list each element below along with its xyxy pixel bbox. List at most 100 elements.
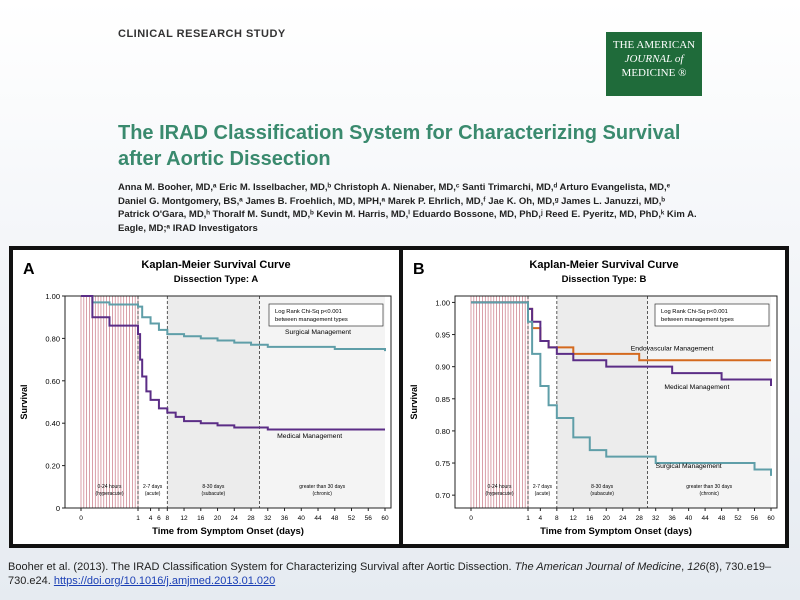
logo-line-1: THE AMERICAN: [612, 39, 696, 51]
y-tick-label: 0.95: [435, 331, 450, 340]
stats-annotation: between management types: [275, 317, 348, 323]
series-line-surgical-management: [81, 295, 386, 352]
phase-label: 2-7 days: [143, 484, 163, 490]
phase-label: greater than 30 days: [686, 484, 732, 490]
y-tick-label: 0.75: [435, 459, 450, 468]
x-tick-label: 4: [149, 515, 153, 522]
phase-label: (chronic): [312, 491, 332, 497]
series-line-medical-management: [81, 295, 385, 431]
y-tick-label: 0.80: [435, 427, 450, 436]
x-tick-label: 0: [79, 515, 83, 522]
x-tick-label: 4: [539, 515, 543, 522]
x-tick-label: 44: [314, 515, 322, 522]
author-list: Anna M. Booher, MD,ᵃ Eric M. Isselbacher…: [118, 182, 697, 234]
chart-a-svg: A Kaplan-Meier Survival Curve Dissection T…: [19, 259, 392, 537]
phase-label: (hyperacute): [485, 491, 513, 497]
x-tick-label: 1: [526, 515, 530, 522]
chart-subtitle: Dissection Type: B: [562, 274, 647, 285]
phase-label: (subacute): [590, 491, 614, 497]
x-tick-label: 24: [619, 515, 627, 522]
phase-shade-subacute: [167, 296, 260, 508]
phase-label: 0-24 hours: [98, 484, 122, 490]
doi-link[interactable]: https://doi.org/10.1016/j.amjmed.2013.01…: [53, 575, 276, 587]
y-tick-label: 0.60: [45, 377, 60, 386]
logo-line-3: MEDICINE ®: [621, 67, 687, 79]
stats-annotation-box: [654, 303, 770, 327]
plot-frame: [64, 295, 392, 509]
series-label: Surgical Management: [285, 329, 351, 336]
plot-frame: [454, 295, 778, 509]
citation-volume: 126: [687, 561, 706, 573]
x-tick-label: 56: [365, 515, 373, 522]
x-tick-label: 40: [685, 515, 693, 522]
series-line-medical-management: [471, 301, 772, 386]
stats-annotation: Log Rank Chi-Sq p<0.001: [661, 309, 728, 315]
y-axis-label: Survival: [19, 384, 29, 419]
series-label: Endovascular Management: [631, 346, 714, 353]
y-axis-label: Survival: [409, 384, 419, 419]
citation-journal: The American Journal of Medicine: [514, 561, 682, 573]
series-line-surgical-management: [471, 301, 772, 476]
x-tick-label: 16: [586, 515, 594, 522]
panel-label-a: A: [23, 261, 35, 278]
x-tick-label: 36: [669, 515, 677, 522]
x-tick-label: 8: [165, 515, 169, 522]
x-tick-label: 40: [298, 515, 306, 522]
x-tick-label: 52: [734, 515, 742, 522]
y-tick-label: 0.40: [45, 419, 60, 428]
phase-label: (acute): [145, 491, 161, 497]
panel-label-b: B: [413, 261, 425, 278]
x-tick-label: 32: [264, 515, 272, 522]
series-label: Surgical Management: [656, 463, 722, 470]
y-tick-label: 0.80: [45, 334, 60, 343]
x-tick-label: 8: [555, 515, 559, 522]
journal-logo: THE AMERICAN JOURNAL of MEDICINE ®: [606, 32, 702, 96]
series-label: Medical Management: [277, 433, 342, 440]
x-axis-label: Time from Symptom Onset (days): [152, 526, 304, 537]
stats-annotation: Log Rank Chi-Sq p<0.001: [275, 309, 342, 315]
logo-line-2: JOURNAL of: [624, 53, 684, 65]
x-axis-label: Time from Symptom Onset (days): [540, 526, 692, 537]
y-tick-label: 0.85: [435, 395, 450, 404]
x-tick-label: 0: [469, 515, 473, 522]
panel-b: B Kaplan-Meier Survival Curve Dissection T…: [403, 250, 785, 544]
y-tick-label: 0: [56, 504, 60, 513]
phase-shade-chronic: [259, 296, 385, 508]
chart-subtitle: Dissection Type: A: [174, 274, 259, 285]
x-tick-label: 24: [231, 515, 239, 522]
stats-annotation: between management types: [661, 317, 734, 323]
x-tick-label: 12: [180, 515, 188, 522]
x-tick-label: 20: [603, 515, 611, 522]
y-tick-label: 0.90: [435, 363, 450, 372]
citation-text: Booher et al. (2013). The IRAD Classific…: [8, 561, 515, 573]
chart-b-svg: B Kaplan-Meier Survival Curve Dissection T…: [409, 259, 778, 537]
x-tick-label: 60: [381, 515, 389, 522]
x-tick-label: 20: [214, 515, 222, 522]
x-tick-label: 48: [331, 515, 339, 522]
y-tick-label: 0.70: [435, 491, 450, 500]
phase-shade-subacute: [556, 296, 648, 508]
x-tick-label: 28: [636, 515, 644, 522]
panel-a: A Kaplan-Meier Survival Curve Dissection T…: [13, 250, 399, 544]
x-tick-label: 1: [136, 515, 140, 522]
section-label: CLINICAL RESEARCH STUDY: [118, 28, 286, 40]
phase-label: 8-30 days: [591, 484, 613, 490]
phase-label: greater than 30 days: [299, 484, 345, 490]
citation: Booher et al. (2013). The IRAD Classific…: [8, 561, 772, 587]
y-tick-label: 0.20: [45, 462, 60, 471]
y-tick-label: 1.00: [435, 298, 450, 307]
x-tick-label: 28: [247, 515, 255, 522]
x-tick-label: 6: [157, 515, 161, 522]
paper-title: The IRAD Classification System for Chara…: [118, 122, 681, 170]
x-tick-label: 16: [197, 515, 205, 522]
stats-annotation-box: [268, 303, 384, 327]
phase-label: 8-30 days: [202, 484, 224, 490]
chart-title: Kaplan-Meier Survival Curve: [529, 259, 678, 271]
x-tick-label: 48: [718, 515, 726, 522]
x-tick-label: 32: [652, 515, 660, 522]
phase-label: (hyperacute): [95, 491, 123, 497]
phase-label: 0-24 hours: [488, 484, 512, 490]
phase-shade-chronic: [647, 296, 771, 508]
survival-figure: A Kaplan-Meier Survival Curve Dissection T…: [9, 246, 789, 548]
x-tick-label: 44: [701, 515, 709, 522]
